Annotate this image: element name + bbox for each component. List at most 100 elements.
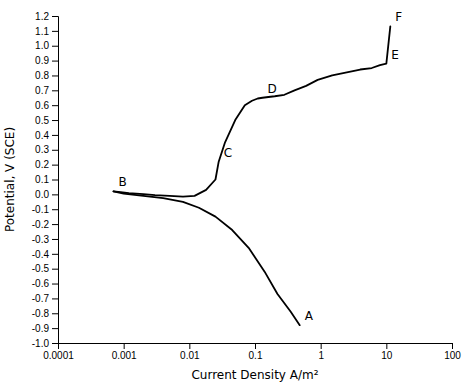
annotation: B: [118, 175, 126, 189]
annotations: B C D E F A: [118, 10, 402, 323]
y-tick-label: -0.8: [32, 308, 50, 319]
x-tick-mark: [321, 343, 322, 349]
annotation: A: [305, 309, 314, 323]
y-tick-mark: [52, 150, 58, 151]
y-tick-mark: [52, 313, 58, 314]
y-tick: -0.3: [32, 234, 58, 245]
y-tick: -0.5: [32, 263, 58, 274]
y-axis: -1.0 -0.9 -0.8 -0.7 -0.6 -0.5 -0.4 -0.3 -0.2 -0.1…: [32, 11, 59, 349]
y-tick-mark: [52, 105, 58, 106]
y-tick-mark: [52, 180, 58, 181]
y-tick-label: 1.0: [35, 40, 49, 51]
y-tick-mark: [52, 298, 58, 299]
y-tick-label: 0.8: [35, 70, 49, 81]
y-tick: 1.2: [35, 11, 58, 22]
y-tick-label: -1.0: [32, 338, 50, 349]
y-tick: -0.8: [32, 308, 58, 319]
series-line: [113, 191, 299, 325]
x-tick: 1: [318, 343, 324, 361]
x-tick-label: 0.01: [180, 350, 200, 361]
x-axis: 0.0001 0.001 0.01 0.1 1 10 100: [43, 343, 461, 361]
y-tick: 0.2: [35, 159, 58, 170]
x-tick-label: 100: [444, 350, 461, 361]
y-tick-mark: [52, 31, 58, 32]
y-tick: 0.9: [35, 55, 58, 66]
y-tick-mark: [52, 75, 58, 76]
y-tick-label: -0.4: [32, 249, 50, 260]
annotation: E: [391, 48, 399, 62]
y-tick-mark: [52, 328, 58, 329]
x-tick: 10: [381, 343, 393, 361]
y-tick-label: -0.7: [32, 293, 50, 304]
y-tick: 0.0: [35, 189, 58, 200]
y-tick-mark: [52, 16, 58, 17]
y-tick-label: 0.2: [35, 159, 49, 170]
y-tick-mark: [52, 239, 58, 240]
x-axis-title: Current Density A/m²: [191, 368, 318, 382]
y-tick-mark: [52, 120, 58, 121]
y-tick: -0.1: [32, 204, 58, 215]
y-tick: -0.7: [32, 293, 58, 304]
x-tick-mark: [386, 343, 387, 349]
y-tick-label: 0.6: [35, 100, 49, 111]
y-tick-label: -0.2: [32, 219, 50, 230]
y-tick-label: 0.5: [35, 115, 49, 126]
plot-area: 0.0001 0.001 0.01 0.1 1 10 100 -1.0 -0.9 -0.8 -0.7…: [32, 10, 462, 361]
y-tick: -0.9: [32, 323, 58, 334]
annotation: D: [267, 82, 276, 96]
annotation: F: [395, 10, 402, 24]
y-tick-mark: [52, 135, 58, 136]
x-tick-mark: [124, 343, 125, 349]
y-tick: 1.0: [35, 40, 58, 51]
y-tick: -0.4: [32, 249, 58, 260]
y-tick-label: -0.3: [32, 234, 50, 245]
x-tick-mark: [189, 343, 190, 349]
y-tick-mark: [52, 269, 58, 270]
lines: [113, 26, 390, 325]
y-tick-mark: [52, 165, 58, 166]
x-tick-label: 0.001: [112, 350, 137, 361]
x-axis-line: [59, 344, 453, 350]
y-tick-mark: [52, 90, 58, 91]
y-tick-label: 0.3: [35, 144, 49, 155]
y-tick-label: -0.1: [32, 204, 50, 215]
y-axis-title: Potential, V (SCE): [3, 127, 17, 232]
y-tick-mark: [52, 284, 58, 285]
y-tick-label: -0.5: [32, 263, 50, 274]
y-tick-mark: [52, 343, 58, 344]
chart: 0.0001 0.001 0.01 0.1 1 10 100 -1.0 -0.9 -0.8 -0.7…: [0, 0, 474, 387]
y-tick-mark: [52, 194, 58, 195]
y-tick: 0.7: [35, 85, 58, 96]
x-tick-label: 0.0001: [43, 350, 74, 361]
y-tick-label: 0.1: [35, 174, 49, 185]
x-tick: 0.1: [249, 343, 263, 361]
x-tick-mark: [255, 343, 256, 349]
y-tick-label: 1.2: [35, 11, 49, 22]
x-tick-label: 1: [318, 350, 324, 361]
y-tick: -0.6: [32, 278, 58, 289]
y-tick: 1.1: [35, 26, 58, 37]
y-tick-mark: [52, 254, 58, 255]
y-tick: -0.2: [32, 219, 58, 230]
x-tick-label: 0.1: [249, 350, 263, 361]
x-tick: 0.001: [112, 343, 137, 361]
y-tick: -1.0: [32, 338, 58, 349]
y-tick-mark: [52, 61, 58, 62]
y-tick: 0.3: [35, 144, 58, 155]
y-tick-label: 0.4: [35, 130, 49, 141]
y-tick-label: 0.7: [35, 85, 49, 96]
x-tick-mark: [452, 343, 453, 349]
annotation: C: [224, 146, 232, 160]
y-axis-line: [52, 17, 59, 344]
x-tick: 0.01: [180, 343, 200, 361]
y-tick-label: -0.9: [32, 323, 50, 334]
y-tick: 0.4: [35, 130, 58, 141]
y-tick-label: -0.6: [32, 278, 50, 289]
x-tick: 100: [444, 343, 461, 361]
series-line: [113, 26, 390, 196]
x-tick-label: 10: [381, 350, 393, 361]
y-tick-label: 0.0: [35, 189, 49, 200]
y-tick-mark: [52, 46, 58, 47]
y-tick: 0.5: [35, 115, 58, 126]
y-tick-label: 0.9: [35, 55, 49, 66]
